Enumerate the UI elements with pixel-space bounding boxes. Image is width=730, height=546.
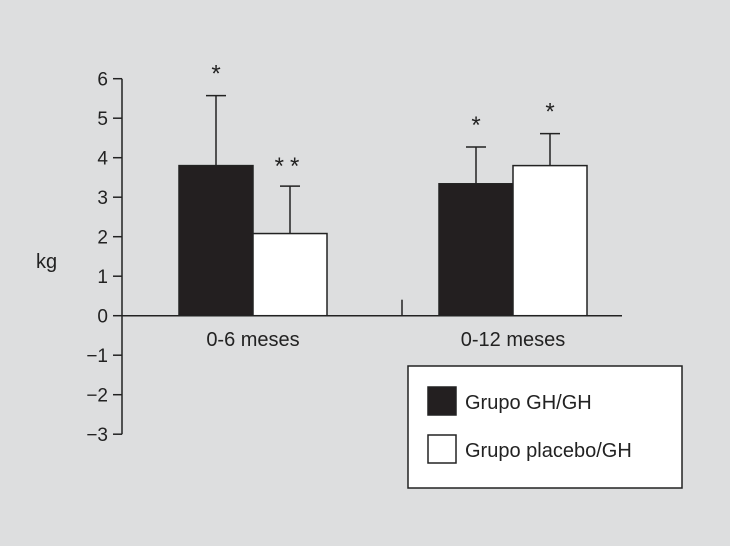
y-tick-label: 6 — [97, 70, 108, 91]
legend-swatch — [427, 386, 457, 416]
significance-marker: * — [545, 99, 554, 126]
y-tick-label: 5 — [97, 109, 108, 130]
x-category-label: 0-12 meses — [461, 329, 566, 351]
x-category-label: 0-6 meses — [206, 329, 299, 351]
significance-marker: * — [471, 112, 480, 139]
legend-label: Grupo GH/GH — [465, 392, 592, 414]
y-tick-label: 1 — [97, 267, 108, 288]
y-tick-label: 4 — [97, 149, 108, 170]
bar — [438, 183, 514, 317]
legend-box — [407, 365, 683, 489]
legend-swatch — [427, 434, 457, 464]
bar — [512, 164, 588, 317]
y-axis-label: kg — [36, 251, 57, 273]
y-tick-label: 2 — [97, 228, 108, 249]
significance-marker: * — [211, 61, 220, 88]
y-tick-label: −1 — [86, 346, 108, 367]
significance-marker: ** — [275, 153, 306, 180]
y-tick-label: −2 — [86, 386, 108, 407]
y-tick-label: −3 — [86, 425, 108, 446]
bar — [252, 232, 328, 317]
y-tick-label: 0 — [97, 307, 108, 328]
legend-label: Grupo placebo/GH — [465, 440, 632, 462]
bar — [178, 164, 254, 317]
y-tick-label: 3 — [97, 188, 108, 209]
